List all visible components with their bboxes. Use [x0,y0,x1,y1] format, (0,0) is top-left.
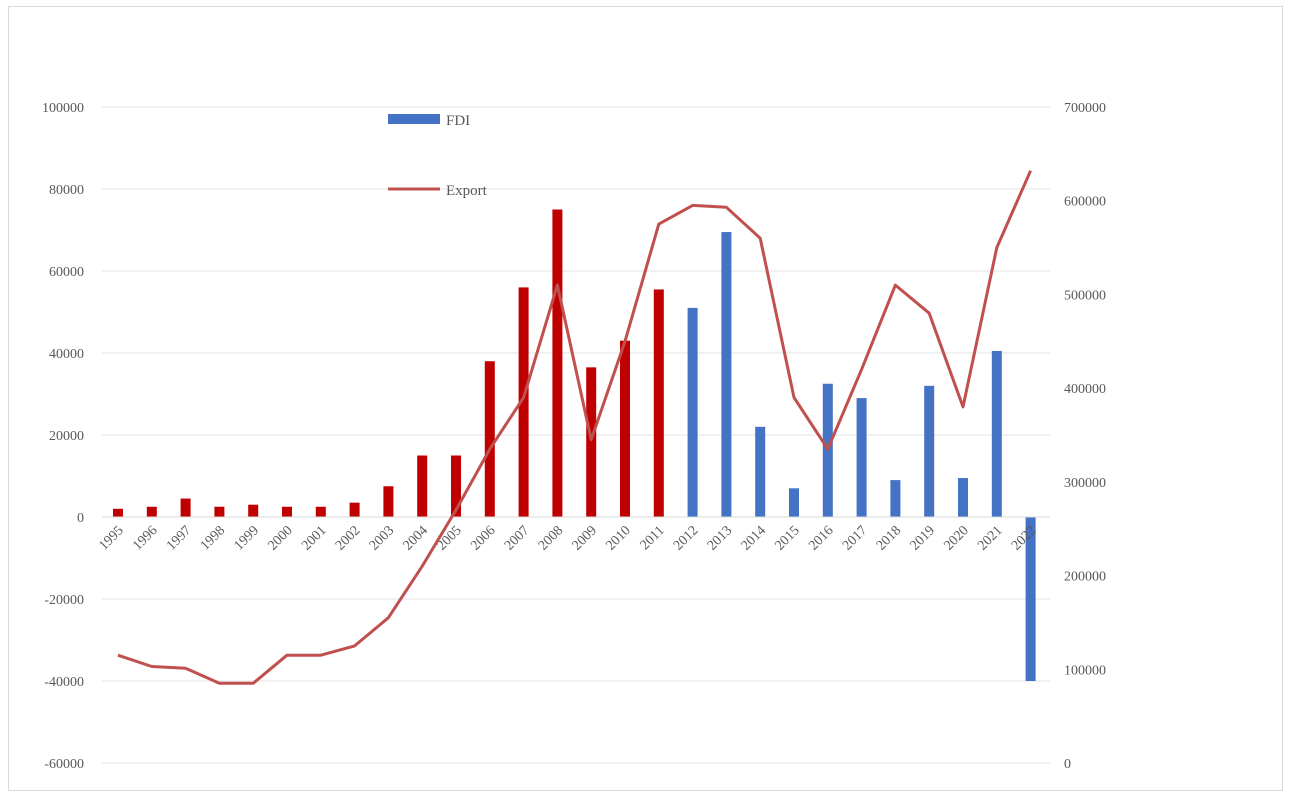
fdi-bar [586,367,597,517]
chart-frame [8,6,1283,791]
fdi-bar [282,506,292,517]
x-axis-ticks: 1995 1996 1997 1998 1999 2000 2001 2002 2003 2004… [96,523,1039,553]
legend-fdi-swatch [388,114,440,124]
fdi-bar [958,478,968,517]
x-tick-label: 2020 [941,523,971,553]
x-tick-label: 1995 [96,523,126,553]
left-tick-label: 40000 [49,347,84,362]
left-tick-label: 0 [77,511,84,526]
right-tick-label: 200000 [1064,570,1106,585]
x-tick-label: 2015 [772,523,802,553]
x-tick-label: 2004 [401,523,431,553]
fdi-bar [518,287,529,517]
x-tick-label: 2003 [367,523,397,553]
x-tick-label: 1999 [232,523,262,553]
x-tick-label: 1997 [164,523,194,553]
fdi-bar [789,488,799,517]
fdi-bar [451,455,461,517]
x-tick-label: 2011 [638,523,668,553]
left-tick-label: 100000 [42,101,84,116]
fdi-bar [552,209,563,517]
x-tick-label: 2013 [705,523,735,553]
fdi-bar [755,426,766,517]
x-tick-label: 2007 [502,523,532,553]
x-tick-label: 1996 [130,523,160,553]
x-tick-label: 2002 [333,523,363,553]
left-tick-label: -20000 [44,593,84,608]
left-tick-label: 80000 [49,183,84,198]
x-tick-label: 2010 [603,523,633,553]
right-tick-label: 100000 [1064,663,1106,678]
gridlines [102,106,1050,764]
right-tick-label: 700000 [1064,101,1106,116]
x-tick-label: 2016 [806,523,836,553]
x-tick-label: 2019 [908,523,938,553]
fdi-bar [146,506,157,517]
right-tick-label: 400000 [1064,382,1106,397]
legend: FDI Export [388,113,488,199]
legend-fdi-label: FDI [446,113,470,129]
right-tick-label: 600000 [1064,195,1106,210]
x-tick-label: 2001 [299,523,329,553]
left-axis-ticks: -60000 -40000 -20000 0 20000 40000 60000 80000 1… [42,101,84,772]
x-tick-label: 2021 [975,523,1005,553]
fdi-bar [180,498,191,517]
x-tick-label: 2014 [739,523,769,553]
fdi-bar [1025,517,1036,681]
fdi-bar [991,350,1002,517]
fdi-bar [349,502,360,517]
fdi-bar [315,506,326,517]
fdi-bar [214,506,225,517]
fdi-bar [653,289,664,517]
right-tick-label: 500000 [1064,288,1106,303]
fdi-bar [113,508,123,517]
fdi-bar [383,486,394,517]
fdi-bar [856,398,867,517]
x-tick-label: 1998 [198,523,228,553]
right-tick-label: 0 [1064,757,1071,772]
left-tick-label: 20000 [49,429,84,444]
left-tick-label: 60000 [49,265,84,280]
fdi-bar [890,480,901,517]
fdi-bar [924,385,935,517]
fdi-bar [417,455,428,517]
right-tick-label: 300000 [1064,476,1106,491]
left-tick-label: -60000 [44,757,84,772]
fdi-bar [721,232,732,518]
fdi-bar [248,504,259,517]
fdi-bar [620,340,630,517]
export-line [117,170,1032,685]
legend-export-label: Export [446,183,488,199]
right-axis-ticks: 0 100000 200000 300000 400000 500000 600000 700… [1064,101,1106,772]
fdi-bar [484,361,495,517]
fdi-bars [113,209,1036,681]
x-tick-label: 2018 [874,523,904,553]
x-tick-label: 2000 [265,523,295,553]
x-tick-label: 2008 [536,523,566,553]
fdi-bar [687,307,698,517]
x-tick-label: 2012 [671,523,701,553]
x-tick-label: 2009 [570,523,600,553]
x-tick-label: 2017 [840,523,870,553]
x-tick-label: 2006 [468,523,498,553]
left-tick-label: -40000 [44,675,84,690]
